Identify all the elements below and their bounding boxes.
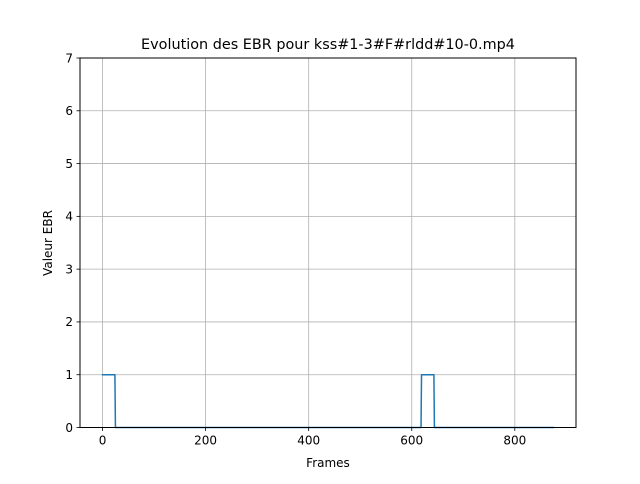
y-tick-label: 0	[65, 421, 73, 435]
y-tick-label: 2	[65, 315, 73, 329]
x-tick-label: 400	[297, 434, 320, 448]
y-tick-label: 6	[65, 104, 73, 118]
series-layer	[101, 373, 555, 429]
plot-frame	[79, 57, 577, 428]
x-axis-label: Frames	[306, 456, 350, 470]
y-axis-ticks: 0 1 2 3 4 5 6 7	[65, 51, 80, 435]
y-tick-label: 4	[65, 210, 73, 224]
y-axis-label: Valeur EBR	[41, 210, 55, 276]
x-tick-label: 200	[194, 434, 217, 448]
x-tick-label: 800	[503, 434, 526, 448]
y-tick-label: 5	[65, 157, 73, 171]
x-tick-label: 0	[99, 434, 107, 448]
y-tick-label: 1	[65, 368, 73, 382]
ebr-series-line	[101, 373, 555, 429]
y-tick-label: 3	[65, 262, 73, 276]
x-axis-ticks: 0 200 400 600 800	[99, 427, 526, 448]
chart-title: Evolution des EBR pour kss#1-3#F#rldd#10…	[141, 37, 515, 53]
x-tick-label: 600	[400, 434, 423, 448]
y-tick-label: 7	[65, 51, 73, 65]
